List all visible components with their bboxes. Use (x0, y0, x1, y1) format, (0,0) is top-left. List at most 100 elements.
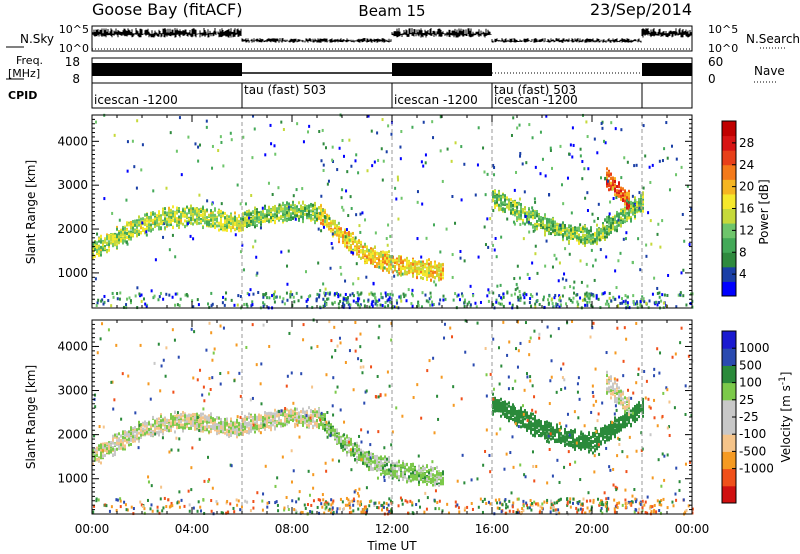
echo-cell (282, 215, 284, 219)
echo-cell (475, 305, 478, 309)
echo-cell (323, 300, 326, 304)
echo-cell (142, 427, 144, 431)
echo-cell (146, 432, 148, 436)
echo-cell (98, 239, 100, 243)
echo-cell (134, 294, 137, 298)
echo-cell (142, 429, 144, 433)
echo-cell (446, 147, 449, 151)
echo-cell (534, 214, 536, 218)
echo-cell (559, 144, 562, 148)
echo-cell (128, 237, 130, 241)
echo-cell (385, 150, 388, 154)
echo-cell (624, 216, 626, 220)
echo-cell (592, 237, 594, 241)
echo-cell (302, 212, 304, 216)
echo-cell (432, 271, 434, 275)
echo-cell (608, 179, 610, 183)
echo-cell (246, 304, 249, 308)
echo-cell (454, 141, 457, 145)
echo-cell (140, 222, 142, 226)
echo-cell (610, 181, 612, 185)
echo-cell (136, 431, 138, 435)
echo-cell (364, 245, 366, 249)
echo-cell (152, 189, 155, 193)
echo-cell (374, 258, 376, 262)
echo-cell (618, 215, 620, 219)
echo-cell (146, 223, 148, 227)
echo-cell (256, 214, 258, 218)
echo-cell (336, 233, 338, 237)
echo-cell (97, 298, 100, 302)
echo-cell (584, 292, 587, 296)
echo-cell (94, 458, 96, 462)
echo-cell (232, 223, 234, 227)
echo-cell (661, 219, 664, 223)
echo-cell (114, 449, 116, 453)
echo-cell (202, 412, 204, 416)
echo-cell (586, 230, 588, 234)
echo-cell (614, 269, 617, 273)
echo-cell (170, 427, 172, 431)
echo-cell (300, 207, 302, 211)
echo-cell (310, 218, 312, 222)
echo-cell (208, 305, 211, 309)
echo-cell (204, 210, 206, 214)
echo-cell (122, 239, 124, 243)
echo-cell (318, 295, 321, 299)
echo-cell (324, 293, 327, 297)
echo-cell (271, 294, 274, 298)
echo-cell (355, 262, 358, 266)
echo-cell (500, 198, 502, 202)
echo-cell (128, 223, 130, 227)
echo-cell (268, 205, 270, 209)
echo-cell (422, 260, 424, 264)
echo-cell (150, 217, 152, 221)
echo-cell (96, 249, 98, 253)
echo-cell (300, 214, 302, 218)
echo-cell (532, 212, 534, 216)
echo-cell (154, 212, 156, 216)
echo-cell (438, 302, 441, 306)
echo-cell (138, 223, 140, 227)
echo-cell (378, 255, 380, 259)
echo-cell (296, 213, 298, 217)
echo-cell (180, 412, 182, 416)
echo-cell (126, 221, 128, 225)
echo-cell (257, 290, 260, 294)
echo-cell (106, 447, 108, 451)
echo-cell (218, 221, 220, 225)
echo-cell (156, 431, 158, 435)
echo-cell (197, 145, 200, 149)
echo-cell (628, 194, 630, 198)
echo-cell (350, 239, 352, 243)
echo-cell (286, 213, 288, 217)
echo-cell (376, 299, 379, 303)
echo-cell (194, 425, 196, 429)
echo-cell (604, 231, 606, 235)
echo-cell (610, 226, 612, 230)
echo-cell (221, 301, 224, 305)
echo-cell (322, 142, 325, 146)
echo-cell (386, 260, 388, 264)
echo-cell (546, 221, 548, 225)
echo-cell (160, 214, 162, 218)
echo-cell (438, 262, 440, 266)
echo-cell (388, 250, 390, 254)
echo-cell (136, 224, 138, 228)
echo-cell (171, 233, 174, 237)
echo-cell (682, 268, 685, 272)
echo-cell (645, 301, 648, 305)
echo-cell (408, 260, 410, 264)
echo-cell (548, 218, 550, 222)
echo-cell (411, 125, 414, 129)
freq-block-0 (92, 63, 242, 76)
echo-cell (232, 219, 234, 223)
echo-cell (387, 124, 390, 128)
echo-cell (596, 238, 598, 242)
echo-cell (655, 300, 658, 304)
echo-cell (622, 208, 624, 212)
echo-cell (615, 286, 618, 290)
echo-cell (359, 292, 362, 296)
echo-cell (134, 222, 136, 226)
